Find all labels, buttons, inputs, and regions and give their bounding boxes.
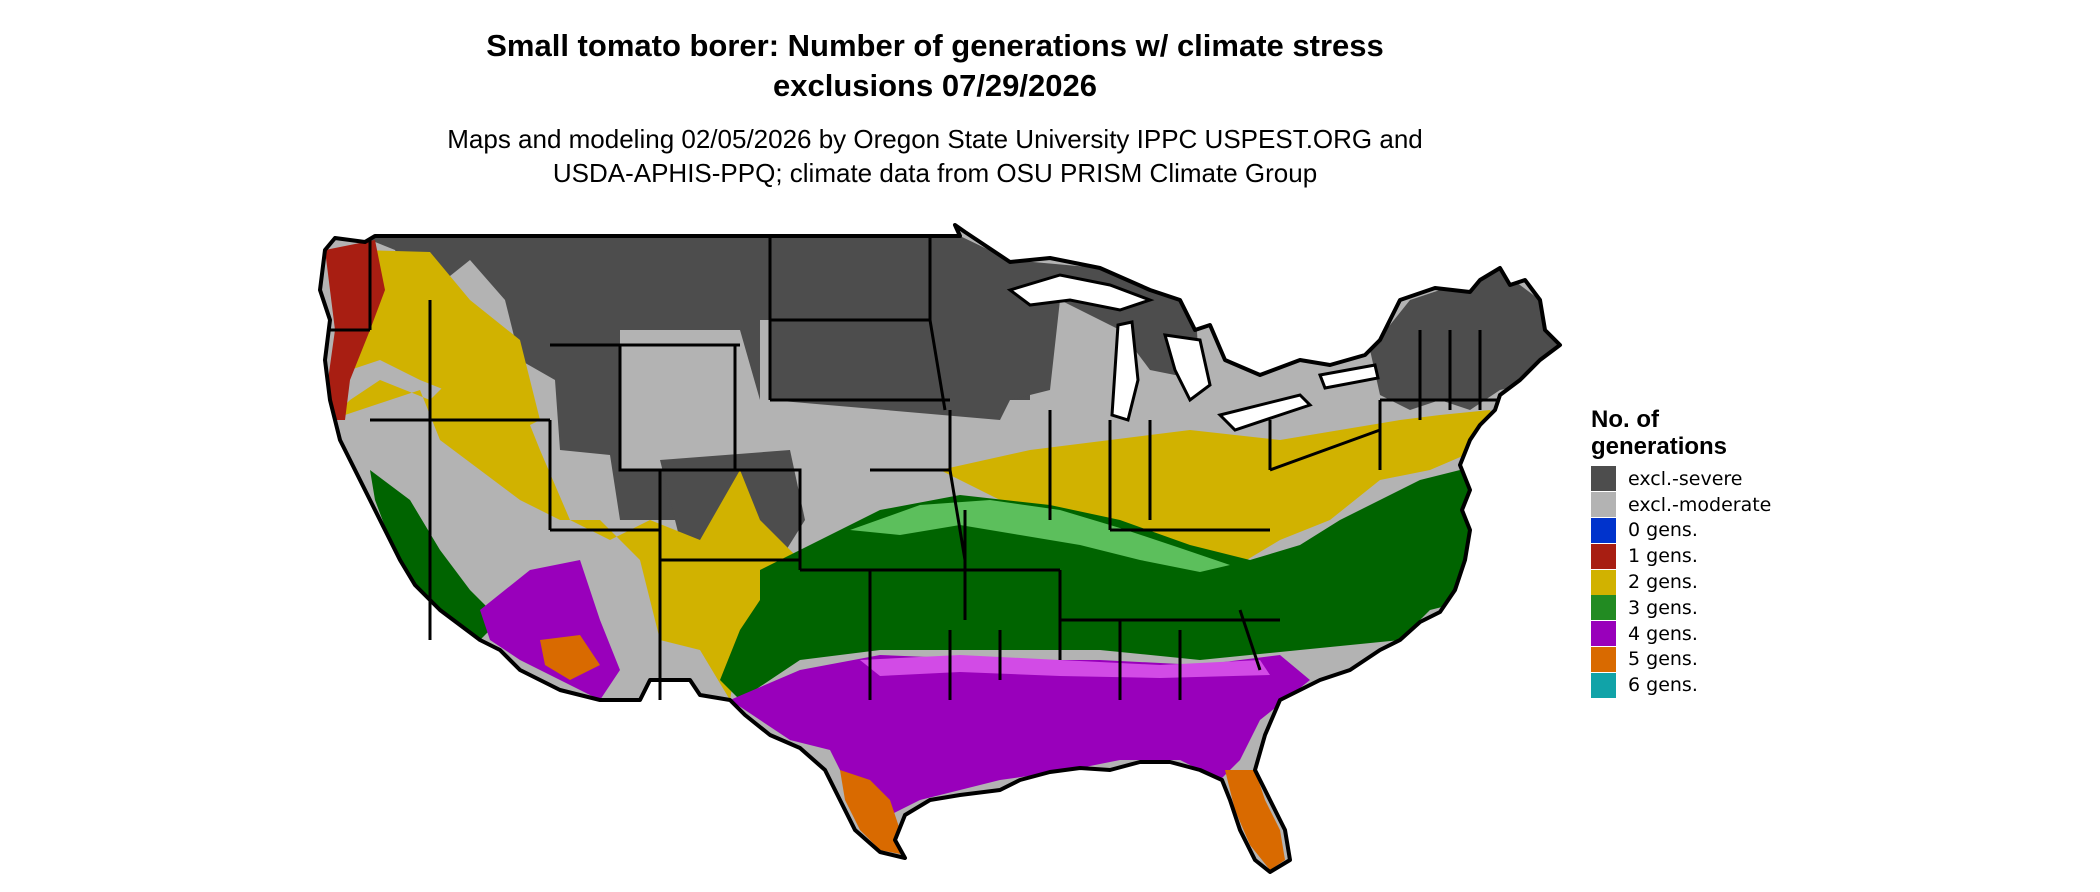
lake-ontario (1317, 363, 1380, 390)
legend-label: 5 gens. (1628, 648, 1698, 671)
legend-label: 1 gens. (1628, 545, 1698, 568)
state-borders (330, 236, 1500, 700)
region-5-gens-arizona (540, 635, 600, 680)
legend-item: 1 gens. (1591, 543, 1811, 569)
map-title-line-2: exclusions 07/29/2026 (772, 68, 1097, 103)
lake-huron (1162, 333, 1212, 403)
legend-swatch (1591, 543, 1616, 569)
legend-label: 6 gens. (1628, 674, 1698, 697)
legend-label: 3 gens. (1628, 596, 1698, 619)
lake-erie (1217, 393, 1313, 432)
legend-label: excl.-moderate (1628, 493, 1772, 516)
lake-michigan (1110, 320, 1140, 422)
legend-item: excl.-severe (1591, 466, 1811, 492)
region-5-gens-florida (1225, 770, 1285, 870)
legend-title-line-1: No. of (1591, 406, 1659, 433)
region-3-gens-california (370, 470, 500, 640)
legend-swatch (1591, 672, 1616, 698)
region-4-gens-light-edge (860, 655, 1270, 678)
map-subtitle-line-2: USDA-APHIS-PPQ; climate data from OSU PR… (552, 158, 1318, 188)
legend: No. of generations excl.-severe excl.-mod… (1591, 406, 1811, 698)
legend-label: excl.-severe (1628, 467, 1743, 490)
legend-swatch (1591, 517, 1616, 543)
region-5-gens-south-texas (840, 770, 905, 855)
us-outline (318, 223, 1562, 874)
region-4-gens-gulf (730, 655, 1310, 820)
legend-item: 6 gens. (1591, 672, 1811, 698)
map-title-line-1: Small tomato borer: Number of generation… (486, 28, 1384, 63)
legend-swatch (1591, 492, 1616, 518)
region-2-gens-east (940, 410, 1500, 570)
region-2-gens-northwest (330, 250, 540, 440)
map-subtitle-line-1: Maps and modeling 02/05/2026 by Oregon S… (447, 124, 1423, 154)
legend-item: 4 gens. (1591, 621, 1811, 647)
legend-swatch (1591, 466, 1616, 492)
legend-swatch (1591, 621, 1616, 647)
legend-swatch (1591, 646, 1616, 672)
legend-item: 5 gens. (1591, 646, 1811, 673)
region-excl-severe-northeast (1370, 270, 1560, 410)
legend-label: 0 gens. (1628, 519, 1698, 542)
great-lakes (1006, 273, 1380, 432)
legend-swatch (1591, 569, 1616, 595)
legend-label: 4 gens. (1628, 622, 1698, 645)
legend-item: 2 gens. (1591, 569, 1811, 595)
legend-item: 0 gens. (1591, 517, 1811, 544)
region-2-gens-west (330, 360, 800, 700)
map-fill-layer (320, 225, 1560, 872)
region-3-gens-light-band (850, 500, 1230, 572)
state-border-lines (330, 236, 1500, 700)
legend-label: 2 gens. (1628, 571, 1698, 594)
legend-item: excl.-moderate (1591, 492, 1811, 518)
legend-item: 3 gens. (1591, 595, 1811, 621)
legend-swatch (1591, 595, 1616, 621)
legend-items: excl.-severe excl.-moderate 0 gens. 1 gens.… (1591, 466, 1811, 698)
lake-superior (1006, 273, 1155, 312)
legend-title-line-2: generations (1591, 433, 1728, 460)
